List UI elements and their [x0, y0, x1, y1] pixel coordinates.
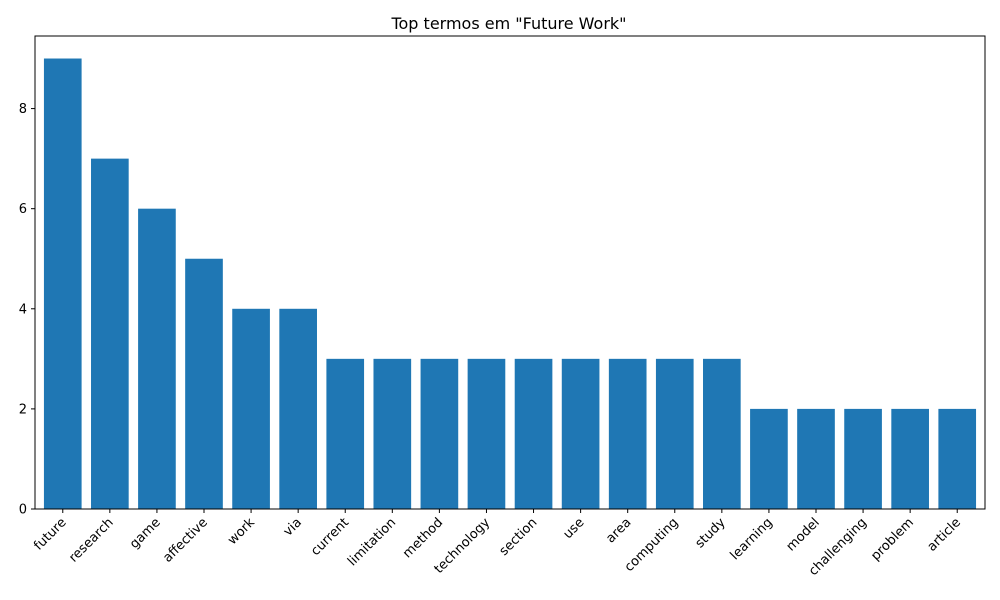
x-tick-label-problem: problem: [868, 515, 917, 564]
x-tick-label-article: article: [925, 515, 964, 554]
x-tick-label-use: use: [561, 515, 588, 542]
y-axis: 0 2 4 6 8: [19, 102, 35, 518]
bar-use: [561, 358, 600, 509]
x-tick-label-learning: learning: [728, 515, 776, 563]
bar-learning: [750, 408, 788, 509]
bar-limitation: [373, 358, 412, 509]
bar-problem: [891, 408, 929, 509]
bar-via: [279, 308, 317, 509]
x-tick-label-model: model: [784, 515, 823, 554]
bar-future: [43, 58, 82, 510]
x-tick-label-research: research: [66, 515, 116, 565]
x-tick-label-current: current: [308, 515, 352, 559]
x-tick-label-affective: affective: [160, 515, 211, 566]
bar-technology: [467, 358, 506, 509]
y-tick-label: 6: [19, 202, 27, 217]
x-tick-label-section: section: [497, 515, 541, 559]
bar-current: [326, 358, 365, 509]
bar-game: [138, 208, 176, 509]
x-tick-label-work: work: [225, 515, 258, 548]
bar-work: [232, 308, 270, 509]
bars-layer: [43, 58, 977, 510]
x-tick-label-limitation: limitation: [345, 515, 399, 569]
y-tick-label: 8: [19, 102, 27, 117]
bar-area: [608, 358, 647, 509]
plot-frame: [34, 35, 986, 510]
y-tick-label: 0: [19, 503, 27, 518]
bar-study: [703, 358, 741, 509]
bar-challenging: [844, 408, 882, 509]
bar-section: [514, 358, 553, 509]
x-tick-label-method: method: [400, 515, 446, 561]
bar-computing: [655, 358, 694, 509]
bar-method: [420, 358, 459, 509]
x-tick-label-area: area: [603, 515, 634, 546]
bar-model: [797, 408, 835, 509]
x-tick-label-study: study: [693, 515, 729, 551]
y-tick-label: 2: [19, 402, 27, 417]
bar-affective: [185, 258, 223, 509]
x-tick-label-future: future: [31, 515, 69, 553]
chart-title: Top termos em "Future Work": [390, 14, 626, 33]
bar-research: [91, 158, 129, 509]
x-tick-label-via: via: [281, 515, 305, 539]
bar-article: [938, 408, 977, 509]
y-tick-label: 4: [19, 302, 27, 317]
x-tick-label-game: game: [127, 515, 164, 552]
